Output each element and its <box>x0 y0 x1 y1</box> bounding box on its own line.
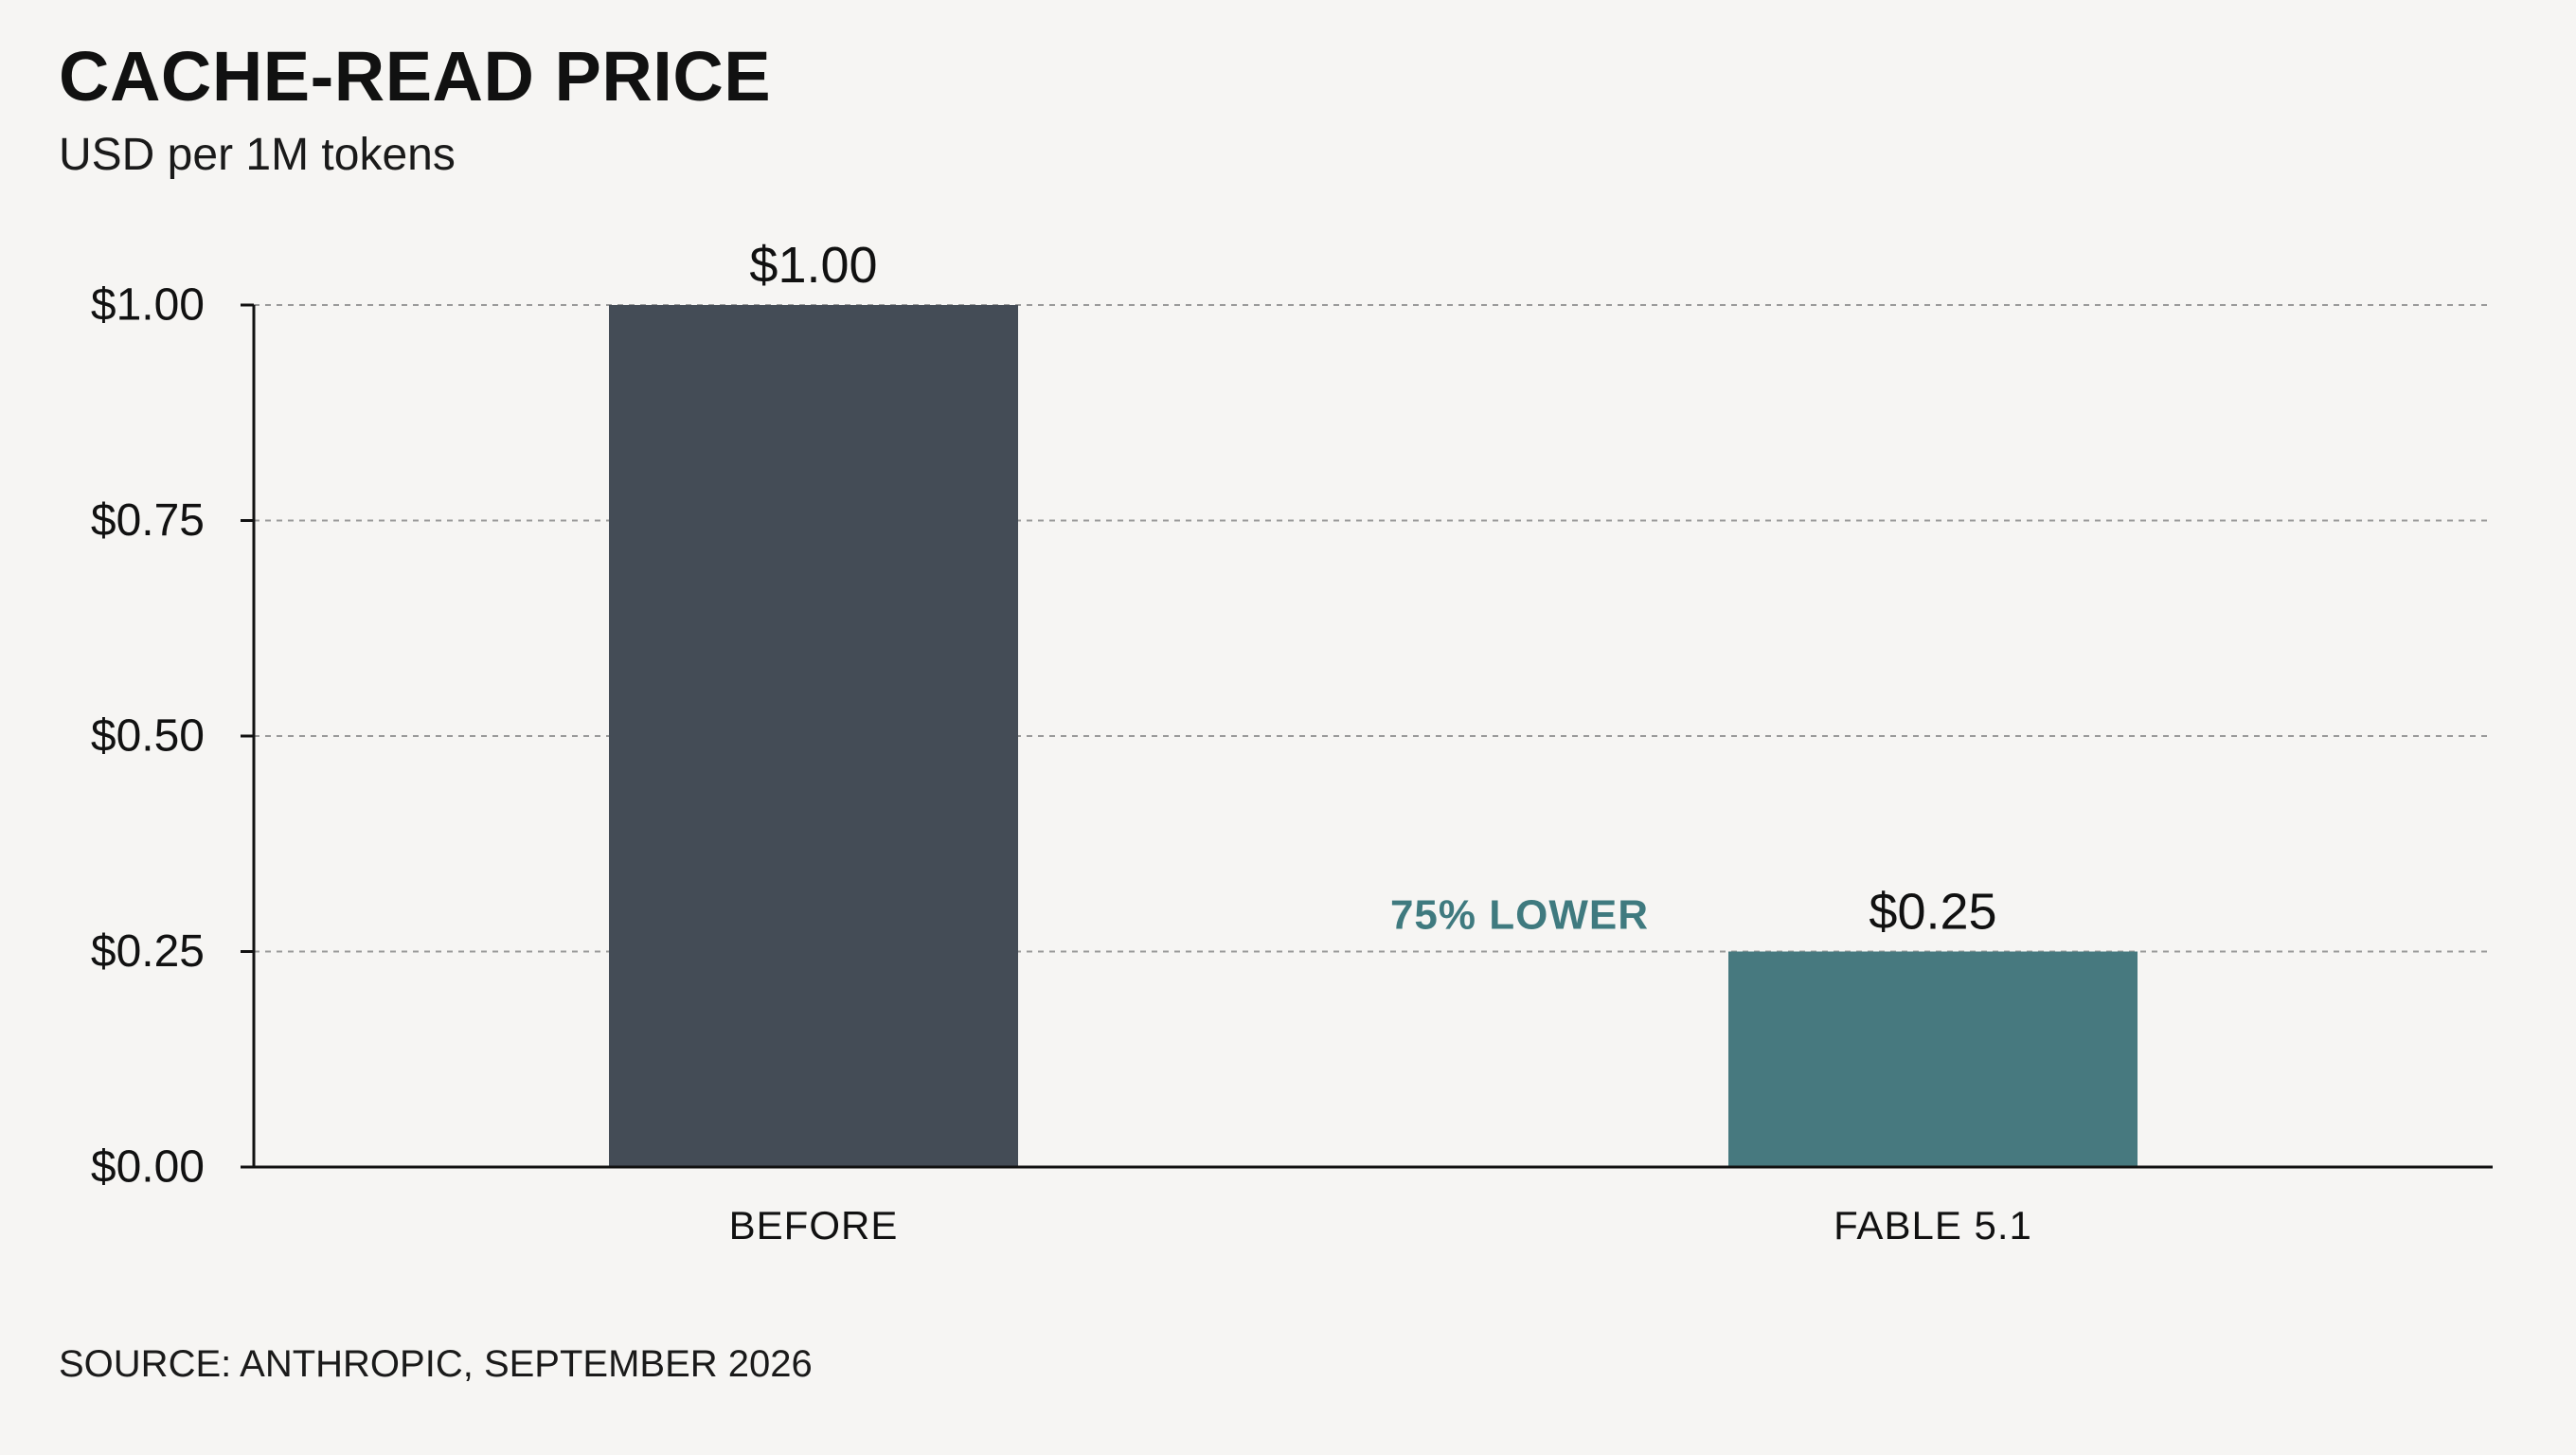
labels: $0.00 $0.25 $0.50 $0.75 $1.00 $1.00 BEFORE $0.2… <box>91 237 2032 1248</box>
chart-title: CACHE-READ PRICE <box>59 37 772 116</box>
bar-before <box>609 305 1018 1167</box>
y-tick-label: $0.50 <box>91 711 205 762</box>
gridlines <box>254 304 2493 953</box>
y-tick-label: $0.75 <box>91 495 205 546</box>
y-tick-label: $0.25 <box>91 926 205 977</box>
bar-fable-5-1 <box>1728 951 2138 1167</box>
x-category-label: FABLE 5.1 <box>1834 1203 2032 1248</box>
y-tick-label: $1.00 <box>91 280 205 331</box>
axes <box>241 303 2493 1169</box>
reduction-annotation: 75% LOWER <box>1390 892 1649 939</box>
bars <box>609 305 2138 1167</box>
source-note: SOURCE: ANTHROPIC, SEPTEMBER 2026 <box>59 1343 813 1385</box>
bar-value-label: $0.25 <box>1869 884 1996 941</box>
x-category-label: BEFORE <box>729 1203 899 1248</box>
bar-value-label: $1.00 <box>749 237 877 294</box>
chart-subtitle: USD per 1M tokens <box>59 130 456 180</box>
y-tick-label: $0.00 <box>91 1142 205 1193</box>
